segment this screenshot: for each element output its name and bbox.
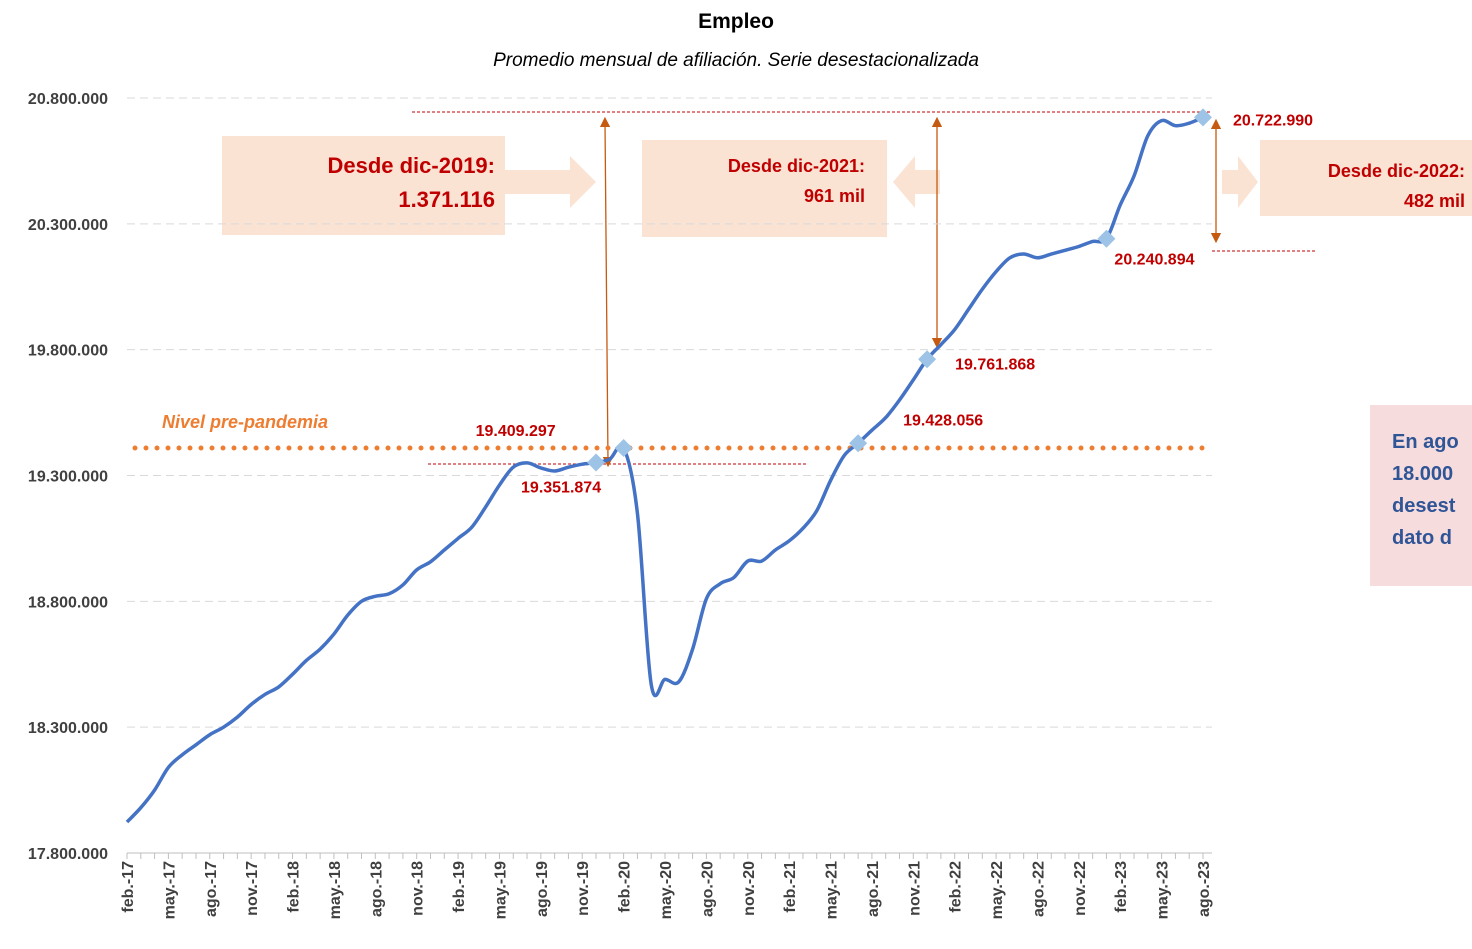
x-tick-label: feb.-20 xyxy=(617,861,634,913)
x-tick-label: may.-20 xyxy=(658,861,675,920)
block-arrows xyxy=(505,156,1258,208)
note-text: desest xyxy=(1392,495,1456,517)
highlight-marker xyxy=(587,453,606,472)
value-label: 19.351.874 xyxy=(521,479,601,496)
x-tick-label: ago.-21 xyxy=(865,861,882,917)
x-tick-label: nov.-18 xyxy=(410,861,427,916)
chart-subtitle: Promedio mensual de afiliación. Serie de… xyxy=(493,50,979,71)
highlight-marker xyxy=(1194,108,1212,127)
guide-lines xyxy=(412,111,1315,465)
x-tick-label: may.-19 xyxy=(492,861,509,920)
value-label: 20.722.990 xyxy=(1233,112,1313,129)
annotation-text: Desde dic-2022: xyxy=(1328,161,1465,181)
annotation-text: 1.371.116 xyxy=(398,187,495,212)
chart-title: Empleo xyxy=(698,10,774,33)
x-tick-label: feb.-22 xyxy=(948,861,965,913)
x-tick-label: feb.-18 xyxy=(286,861,303,913)
x-tick-label: ago.-22 xyxy=(1030,861,1047,917)
x-tick-label: feb.-23 xyxy=(1113,861,1130,913)
y-tick-label: 20.800.000 xyxy=(28,91,108,108)
value-label: 19.428.056 xyxy=(903,412,983,429)
x-tick-label: ago.-17 xyxy=(203,861,220,917)
x-tick-label: ago.-19 xyxy=(534,861,551,917)
x-tick-label: ago.-23 xyxy=(1196,861,1213,917)
annotation-text: 961 mil xyxy=(804,186,865,206)
x-tick-label: nov.-17 xyxy=(244,861,261,916)
value-label: 19.761.868 xyxy=(955,356,1035,373)
y-tick-label: 18.300.000 xyxy=(28,720,108,737)
note-text: dato d xyxy=(1392,527,1452,549)
note-text: En ago xyxy=(1392,431,1459,453)
arrows xyxy=(599,116,1222,468)
y-tick-label: 19.300.000 xyxy=(28,469,108,486)
annotation-text: Desde dic-2021: xyxy=(728,156,865,176)
x-tick-label: may.-18 xyxy=(327,861,344,920)
highlight-marker xyxy=(918,350,937,369)
x-tick-label: feb.-19 xyxy=(451,861,468,913)
x-tick-label: nov.-22 xyxy=(1072,861,1089,916)
highlight-marker xyxy=(614,438,633,457)
x-tick-label: nov.-19 xyxy=(575,861,592,916)
series-line xyxy=(125,115,1204,824)
x-tick-label: may.-22 xyxy=(989,861,1006,920)
note-text: 18.000 xyxy=(1392,463,1453,485)
reference-label: Nivel pre-pandemia xyxy=(162,412,328,432)
annotation-boxes xyxy=(222,136,1472,586)
x-tick-label: nov.-20 xyxy=(741,861,758,916)
annotation-text: Desde dic-2019: xyxy=(327,153,495,178)
x-tick-label: feb.-21 xyxy=(782,861,799,913)
x-tick-label: ago.-20 xyxy=(699,861,716,917)
x-tick-label: feb.-17 xyxy=(120,861,137,913)
annotation-text: 482 mil xyxy=(1404,191,1465,211)
x-tick-label: may.-23 xyxy=(1155,861,1172,920)
x-tick-label: ago.-18 xyxy=(368,861,385,917)
x-tick-label: nov.-21 xyxy=(906,861,923,916)
highlight-marker xyxy=(1097,229,1116,248)
x-tick-label: may.-21 xyxy=(824,861,841,920)
y-tick-label: 18.800.000 xyxy=(28,594,108,611)
value-label: 20.240.894 xyxy=(1114,252,1194,269)
value-label: 19.409.297 xyxy=(476,423,556,440)
x-tick-label: may.-17 xyxy=(161,861,178,920)
y-tick-label: 19.800.000 xyxy=(28,343,108,360)
highlight-marker xyxy=(849,434,868,453)
y-tick-label: 20.300.000 xyxy=(28,217,108,234)
y-tick-label: 17.800.000 xyxy=(28,846,108,863)
